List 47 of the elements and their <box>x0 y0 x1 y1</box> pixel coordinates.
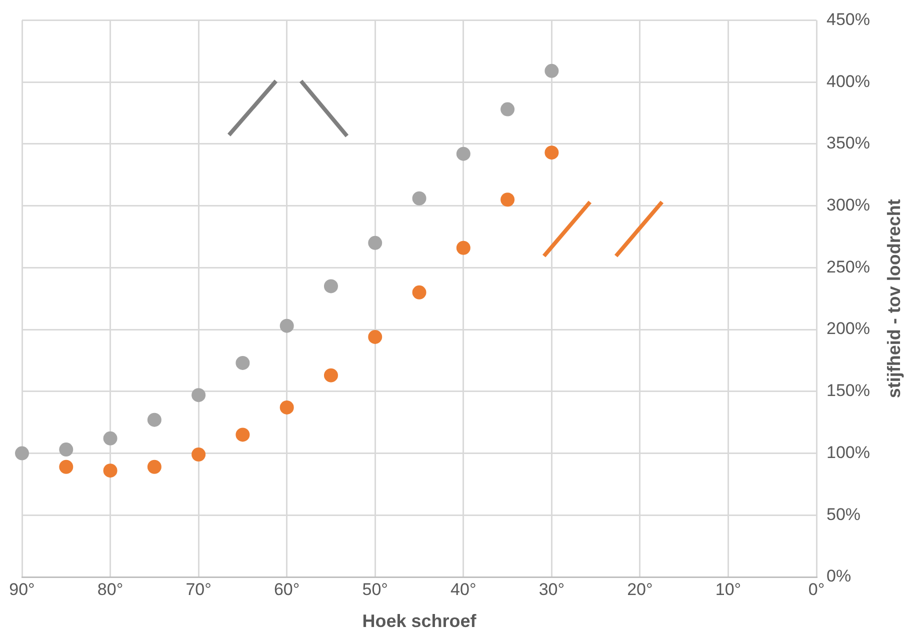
y-tick-label: 0% <box>826 566 852 586</box>
point <box>456 240 470 255</box>
point <box>236 356 250 370</box>
y-tick-label: 200% <box>826 319 870 338</box>
point <box>544 64 559 78</box>
point <box>280 400 294 414</box>
y-axis-title: stijfheid - tov loodrecht <box>884 199 904 398</box>
point <box>368 236 382 250</box>
y-tick-label: 250% <box>826 257 870 276</box>
y-tick-label: 50% <box>826 504 861 524</box>
y-tick-label: 100% <box>826 442 870 462</box>
point <box>324 368 338 382</box>
point <box>147 460 162 474</box>
x-tick-label: 10° <box>715 580 742 599</box>
x-tick-label: 50° <box>362 580 388 599</box>
y-tick-label: 300% <box>826 195 870 214</box>
x-tick-label: 80° <box>97 580 124 599</box>
point <box>147 412 162 427</box>
point <box>192 388 206 402</box>
point <box>412 285 426 300</box>
point <box>500 102 515 116</box>
point <box>280 318 294 333</box>
point <box>15 446 29 460</box>
point <box>412 191 426 206</box>
x-tick-label: 90° <box>9 580 35 599</box>
point <box>500 192 515 207</box>
x-tick-label: 70° <box>186 580 212 599</box>
y-tick-label: 400% <box>826 72 870 91</box>
x-tick-label: 30° <box>538 580 565 599</box>
point <box>456 146 470 161</box>
point <box>59 442 74 457</box>
x-axis-title: Hoek schroef <box>362 611 478 632</box>
y-tick-label: 150% <box>826 381 870 400</box>
point <box>103 464 118 478</box>
x-tick-label: 20° <box>627 580 653 599</box>
x-tick-label: 60° <box>274 580 300 599</box>
y-tick-label: 350% <box>826 134 870 153</box>
x-tick-label: 0° <box>808 580 825 599</box>
point <box>544 146 559 160</box>
point <box>324 279 338 294</box>
point <box>103 431 118 446</box>
point <box>236 428 250 442</box>
point <box>192 448 206 462</box>
point <box>368 330 382 344</box>
y-tick-label: 450% <box>826 10 870 29</box>
x-tick-label: 40° <box>450 580 476 599</box>
point <box>59 460 74 474</box>
